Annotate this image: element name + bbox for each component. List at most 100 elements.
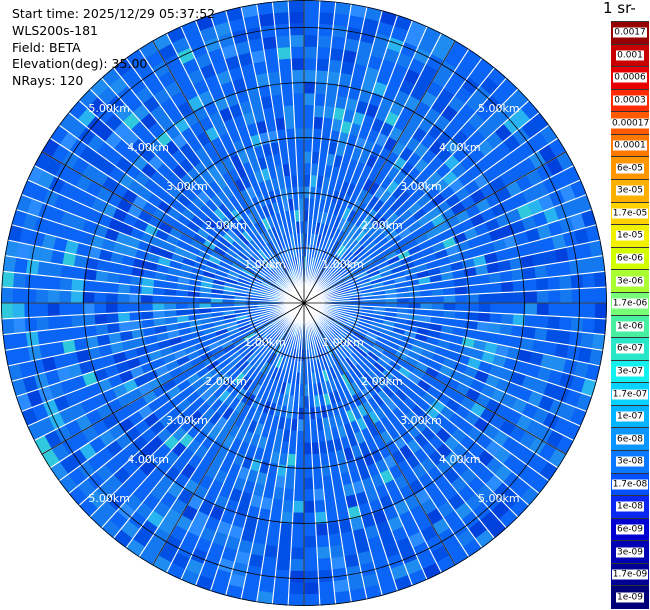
range-gate [559, 316, 572, 331]
range-gate [475, 57, 495, 77]
range-gate [460, 396, 476, 411]
range-gate [409, 84, 427, 102]
range-gate [187, 290, 200, 298]
range-gate [196, 190, 211, 205]
ray-gap-line [78, 99, 305, 304]
range-gate [388, 360, 402, 372]
range-gate [233, 221, 246, 234]
range-gate [313, 336, 319, 348]
range-gate [172, 426, 187, 442]
range-gate [232, 77, 247, 93]
range-gate [326, 266, 336, 277]
range-gate [530, 131, 549, 151]
range-gate [235, 387, 247, 401]
range-gate [372, 343, 385, 354]
ray-gap-line [194, 19, 305, 304]
range-gate [357, 40, 374, 56]
range-gate [200, 388, 214, 402]
range-gate [216, 189, 229, 204]
range-gate [148, 435, 164, 452]
range-gate [201, 156, 216, 171]
range-gate [443, 310, 456, 319]
range-gate [69, 449, 88, 468]
range-gate [513, 291, 526, 303]
colorbar-cell: 6e-09 [611, 517, 649, 542]
range-gate [304, 465, 314, 478]
range-gate [242, 161, 254, 176]
range-gate [165, 420, 181, 435]
colorbar-cell: 3e-08 [611, 449, 649, 474]
range-gate [314, 335, 321, 348]
range-gate [395, 537, 413, 554]
range-gate [520, 337, 535, 352]
range-gate [60, 327, 74, 342]
range-gate [264, 275, 276, 284]
range-gate [251, 209, 262, 223]
range-gate [249, 279, 262, 287]
range-gate [246, 505, 261, 520]
range-gate [269, 270, 280, 280]
ray-gap-line [303, 3, 352, 304]
range-gate [148, 377, 163, 391]
start-time-text: Start time: 2025/12/29 05:37:52 [12, 6, 216, 21]
range-gate [373, 361, 386, 374]
range-gate [240, 271, 253, 280]
range-ring-label: 5.00km [88, 492, 130, 505]
range-gate [511, 479, 531, 498]
ray-gap-line [287, 302, 305, 606]
range-gate [202, 449, 217, 465]
range-gate [245, 406, 257, 421]
range-gate [277, 47, 292, 60]
range-gate [204, 376, 218, 389]
range-gate [252, 483, 266, 497]
range-gate [495, 248, 510, 262]
range-gate [44, 157, 62, 176]
range-gate [72, 326, 86, 340]
range-gate [493, 105, 512, 124]
range-gate [316, 321, 325, 333]
range-gate [562, 230, 578, 248]
range-gate [443, 287, 456, 296]
range-gate [225, 248, 238, 259]
range-gate [362, 18, 380, 33]
range-gate [270, 366, 279, 380]
range-gate [261, 388, 271, 401]
range-gate [38, 202, 54, 221]
range-gate [227, 269, 241, 278]
range-gate [488, 322, 501, 334]
range-gate [404, 31, 423, 48]
colorbar-cell: 0.0003 [611, 88, 649, 113]
range-gate [187, 424, 202, 439]
range-ring-label: 3.00km [400, 414, 442, 427]
ray-gap-line [271, 302, 305, 605]
range-gate [121, 254, 136, 267]
range-gate [304, 396, 310, 408]
azimuth-spoke [152, 40, 305, 304]
range-gate [174, 179, 189, 194]
range-gate [256, 207, 267, 220]
range-gate [521, 467, 540, 487]
range-gate [459, 154, 477, 171]
range-gate [535, 315, 549, 329]
range-gate [348, 239, 359, 251]
range-gate [228, 397, 241, 411]
range-gate [454, 285, 467, 296]
range-gate [332, 203, 342, 216]
range-gate [511, 145, 529, 164]
range-gate [337, 288, 349, 294]
range-ring-label: 4.00km [439, 141, 481, 154]
range-gate [582, 272, 595, 289]
range-gate [7, 224, 23, 243]
range-gate [540, 353, 555, 370]
range-gate [317, 163, 326, 177]
range-gate [396, 307, 409, 314]
range-gate [274, 265, 284, 276]
range-gate [259, 313, 272, 320]
range-gate [188, 181, 203, 196]
range-gate [24, 317, 38, 333]
range-gate [329, 544, 345, 558]
range-gate [220, 340, 234, 350]
range-gate [379, 430, 393, 445]
range-gate [187, 68, 205, 85]
range-gate [258, 332, 270, 342]
